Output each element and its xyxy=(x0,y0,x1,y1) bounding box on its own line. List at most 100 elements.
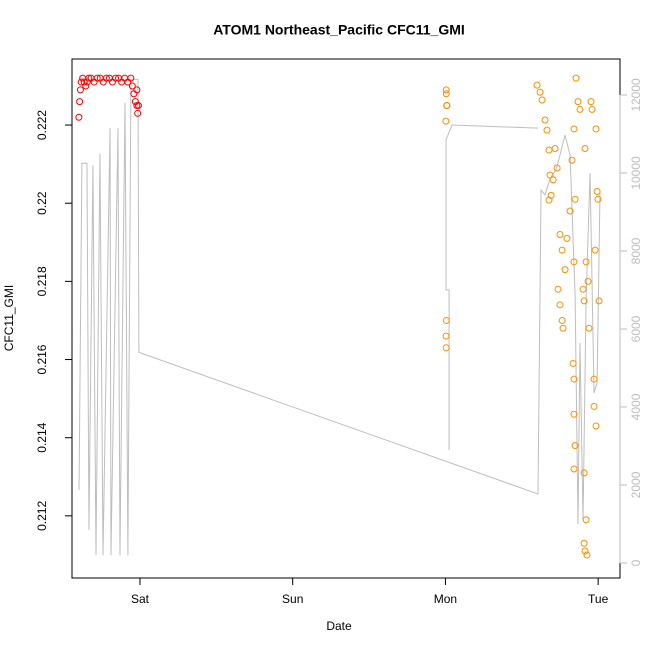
data-point xyxy=(127,74,135,82)
data-point xyxy=(595,297,603,305)
y2-tick-label: 2000 xyxy=(629,471,643,498)
data-point xyxy=(76,86,84,94)
data-point xyxy=(570,375,578,383)
data-point xyxy=(118,78,126,86)
data-point xyxy=(545,146,553,154)
data-point xyxy=(580,297,588,305)
y2-tick-label: 0 xyxy=(629,559,643,566)
data-point xyxy=(582,516,590,524)
data-point xyxy=(592,422,600,430)
data-point xyxy=(549,176,557,184)
data-point xyxy=(551,144,559,152)
data-point xyxy=(581,144,589,152)
data-point xyxy=(568,156,576,164)
data-point xyxy=(594,195,602,203)
data-point xyxy=(558,316,566,324)
y-tick-label: 0.222 xyxy=(35,110,49,140)
data-point xyxy=(561,266,569,274)
data-point xyxy=(102,74,110,82)
data-point xyxy=(541,116,549,124)
data-point xyxy=(93,74,101,82)
y-tick-label: 0.216 xyxy=(35,344,49,374)
data-point xyxy=(131,98,139,106)
data-point xyxy=(559,324,567,332)
data-point xyxy=(574,98,582,106)
data-point xyxy=(570,410,578,418)
data-point xyxy=(85,74,93,82)
data-point xyxy=(536,88,544,96)
x-tick-label: Tue xyxy=(588,592,609,606)
data-point xyxy=(587,98,595,106)
data-point xyxy=(533,81,541,89)
x-axis-label: Date xyxy=(326,619,352,633)
data-point xyxy=(83,78,91,86)
data-point xyxy=(576,105,584,113)
data-point xyxy=(80,78,88,86)
data-point xyxy=(588,105,596,113)
data-point xyxy=(569,359,577,367)
data-point xyxy=(442,332,450,340)
y-tick-label: 0.218 xyxy=(35,266,49,296)
data-point xyxy=(442,117,450,125)
data-point xyxy=(558,246,566,254)
chart-title: ATOM1 Northeast_Pacific CFC11_GMI xyxy=(213,22,465,38)
x-tick-label: Sun xyxy=(282,592,303,606)
data-point xyxy=(128,82,136,90)
data-point xyxy=(570,258,578,266)
data-point xyxy=(442,316,450,324)
data-point xyxy=(570,125,578,133)
data-point xyxy=(442,90,450,98)
data-point xyxy=(591,246,599,254)
data-point xyxy=(112,74,120,82)
data-point xyxy=(593,187,601,195)
plot-box xyxy=(71,58,621,579)
data-point xyxy=(571,442,579,450)
data-point xyxy=(538,96,546,104)
data-point xyxy=(90,78,98,86)
y2-tick-label: 10000 xyxy=(629,156,643,190)
data-point xyxy=(556,230,564,238)
y2-tick-label: 12000 xyxy=(629,78,643,112)
data-point xyxy=(584,277,592,285)
y-tick-label: 0.22 xyxy=(35,191,49,215)
data-point xyxy=(134,102,142,110)
data-point xyxy=(572,74,580,82)
y-tick-label: 0.214 xyxy=(35,422,49,452)
data-point xyxy=(442,86,450,94)
data-point xyxy=(130,90,138,98)
y-axis-label: CFC11_GMI xyxy=(2,285,16,351)
data-point xyxy=(554,285,562,293)
data-point xyxy=(580,539,588,547)
data-point xyxy=(582,258,590,266)
y2-tick-label: 4000 xyxy=(629,393,643,420)
y-tick-label: 0.212 xyxy=(35,501,49,531)
data-point xyxy=(547,191,555,199)
data-point xyxy=(583,551,591,559)
altitude-line xyxy=(445,124,539,450)
x-tick-label: Sat xyxy=(131,592,150,606)
data-point xyxy=(556,301,564,309)
data-point xyxy=(570,465,578,473)
data-point xyxy=(82,82,90,90)
data-point xyxy=(590,402,598,410)
data-point xyxy=(443,102,451,110)
data-point xyxy=(563,234,571,242)
data-point xyxy=(581,547,589,555)
data-point xyxy=(553,164,561,172)
y2-tick-label: 6000 xyxy=(629,315,643,342)
data-point xyxy=(134,109,142,117)
x-tick-label: Mon xyxy=(434,592,457,606)
data-point xyxy=(121,74,129,82)
data-point xyxy=(75,113,83,121)
data-point xyxy=(585,324,593,332)
altitude-line xyxy=(78,78,601,556)
data-point xyxy=(579,285,587,293)
data-point xyxy=(99,78,107,86)
data-point xyxy=(571,195,579,203)
data-point xyxy=(592,125,600,133)
y2-tick-label: 8000 xyxy=(629,237,643,264)
data-point xyxy=(566,207,574,215)
data-point xyxy=(442,344,450,352)
